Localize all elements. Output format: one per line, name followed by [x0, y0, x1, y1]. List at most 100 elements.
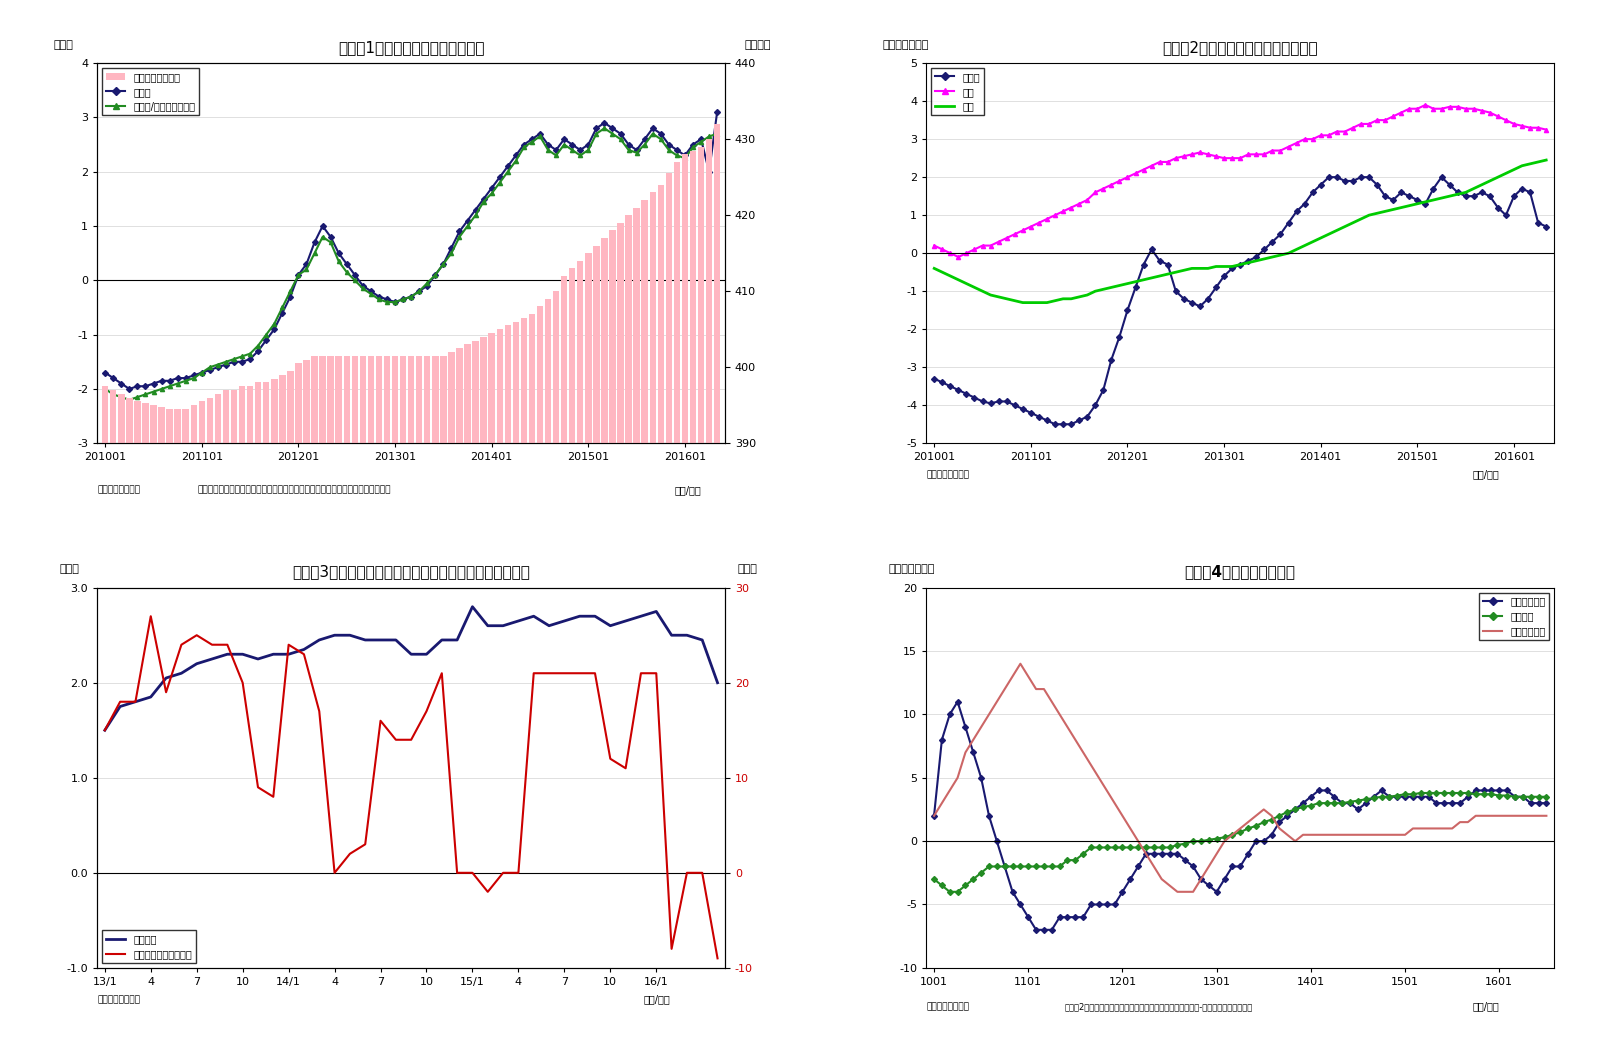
Bar	[682, 155, 688, 1052]
Legend: 貸出残高（右軸）, 前年比, 前年比/特殊要因調整後: 貸出残高（右軸）, 前年比, 前年比/特殊要因調整後	[102, 68, 199, 116]
Bar	[262, 383, 269, 1052]
Bar	[311, 356, 317, 1052]
Bar	[489, 333, 495, 1052]
Bar	[440, 356, 447, 1052]
Text: （前年比、％）: （前年比、％）	[889, 565, 934, 574]
Text: （％）: （％）	[53, 40, 73, 49]
Bar	[303, 360, 309, 1052]
Bar	[416, 356, 423, 1052]
Bar	[617, 223, 623, 1052]
Bar	[359, 356, 366, 1052]
Bar	[690, 150, 696, 1052]
Bar	[278, 375, 285, 1052]
Bar	[457, 348, 463, 1052]
Legend: 都銀等, 地銀, 信金: 都銀等, 地銀, 信金	[931, 68, 984, 116]
Title: （図表1）　銀行貸出残高の増減率: （図表1） 銀行貸出残高の増減率	[338, 40, 484, 55]
Bar	[118, 393, 125, 1052]
Bar	[287, 371, 293, 1052]
Bar	[546, 299, 552, 1052]
Bar	[215, 393, 222, 1052]
Bar	[584, 254, 591, 1052]
Bar	[633, 207, 640, 1052]
Text: （資料）日本銀行: （資料）日本銀行	[926, 470, 970, 480]
Bar	[392, 356, 398, 1052]
Bar	[538, 306, 544, 1052]
Bar	[568, 268, 575, 1052]
Bar	[698, 146, 704, 1052]
Bar	[384, 356, 390, 1052]
Bar	[175, 409, 181, 1052]
Bar	[706, 139, 712, 1052]
Text: （年/月）: （年/月）	[675, 485, 701, 494]
Bar	[151, 405, 157, 1052]
Bar	[674, 162, 680, 1052]
Text: （注）特殊要因調整後は、為替変動・債権償却・流動化等の影響を考慮したもの: （注）特殊要因調整後は、為替変動・債権償却・流動化等の影響を考慮したもの	[198, 486, 392, 494]
Bar	[497, 329, 504, 1052]
Bar	[368, 356, 374, 1052]
Bar	[521, 318, 528, 1052]
Bar	[505, 325, 512, 1052]
Bar	[408, 356, 414, 1052]
Bar	[319, 356, 325, 1052]
Bar	[191, 405, 198, 1052]
Bar	[167, 409, 173, 1052]
Title: （図表2）　業態別の貸出残高増減率: （図表2） 業態別の貸出残高増減率	[1162, 40, 1318, 55]
Text: （％）: （％）	[738, 565, 758, 574]
Text: （資料）日本銀行: （資料）日本銀行	[97, 486, 141, 494]
Bar	[641, 200, 648, 1052]
Bar	[270, 379, 277, 1052]
Bar	[126, 398, 133, 1052]
Bar	[593, 245, 599, 1052]
Bar	[134, 402, 141, 1052]
Bar	[432, 356, 439, 1052]
Text: （兆円）: （兆円）	[745, 40, 771, 49]
Bar	[335, 356, 342, 1052]
Bar	[481, 337, 487, 1052]
Text: （前年比、％）: （前年比、％）	[882, 40, 929, 49]
Bar	[199, 402, 206, 1052]
Bar	[576, 261, 583, 1052]
Bar	[529, 313, 536, 1052]
Bar	[601, 238, 607, 1052]
Bar	[254, 383, 261, 1052]
Bar	[649, 193, 656, 1052]
Bar	[513, 322, 520, 1052]
Bar	[240, 386, 246, 1052]
Bar	[465, 344, 471, 1052]
Bar	[609, 230, 615, 1052]
Text: （資料）日本銀行: （資料）日本銀行	[97, 995, 141, 1004]
Bar	[560, 276, 567, 1052]
Bar	[625, 216, 631, 1052]
Bar	[102, 386, 108, 1052]
Text: （注）2月分まで（末残ベース）、大・中堅企業は「法人」-「中小企業」にて算出: （注）2月分まで（末残ベース）、大・中堅企業は「法人」-「中小企業」にて算出	[1064, 1003, 1253, 1012]
Text: （年/月）: （年/月）	[1473, 469, 1499, 480]
Bar	[343, 356, 350, 1052]
Bar	[327, 356, 334, 1052]
Bar	[248, 386, 253, 1052]
Legend: 大・中堅企業, 中小企業, 地方公共団体: 大・中堅企業, 中小企業, 地方公共団体	[1480, 592, 1549, 640]
Text: （資料）日本銀行: （資料）日本銀行	[926, 1003, 970, 1012]
Text: （年/月）: （年/月）	[1473, 1002, 1499, 1012]
Bar	[657, 185, 664, 1052]
Bar	[232, 390, 238, 1052]
Bar	[473, 341, 479, 1052]
Bar	[665, 174, 672, 1052]
Bar	[351, 356, 358, 1052]
Bar	[424, 356, 431, 1052]
Title: （図表3）銀行貸出とドル円レート（月次平均の前年比）: （図表3）銀行貸出とドル円レート（月次平均の前年比）	[293, 565, 529, 580]
Bar	[159, 407, 165, 1052]
Bar	[223, 390, 230, 1052]
Bar	[207, 398, 214, 1052]
Bar	[183, 409, 189, 1052]
Legend: 銀行貸出, ドル円レート（右軸）: 銀行貸出, ドル円レート（右軸）	[102, 930, 196, 963]
Text: （％）: （％）	[60, 565, 79, 574]
Bar	[400, 356, 406, 1052]
Bar	[295, 363, 301, 1052]
Bar	[376, 356, 382, 1052]
Bar	[142, 403, 149, 1052]
Bar	[448, 352, 455, 1052]
Title: （図表4）貸出先別貸出金: （図表4）貸出先別貸出金	[1185, 565, 1295, 580]
Bar	[552, 291, 559, 1052]
Bar	[110, 390, 117, 1052]
Text: （年/月）: （年/月）	[643, 994, 670, 1004]
